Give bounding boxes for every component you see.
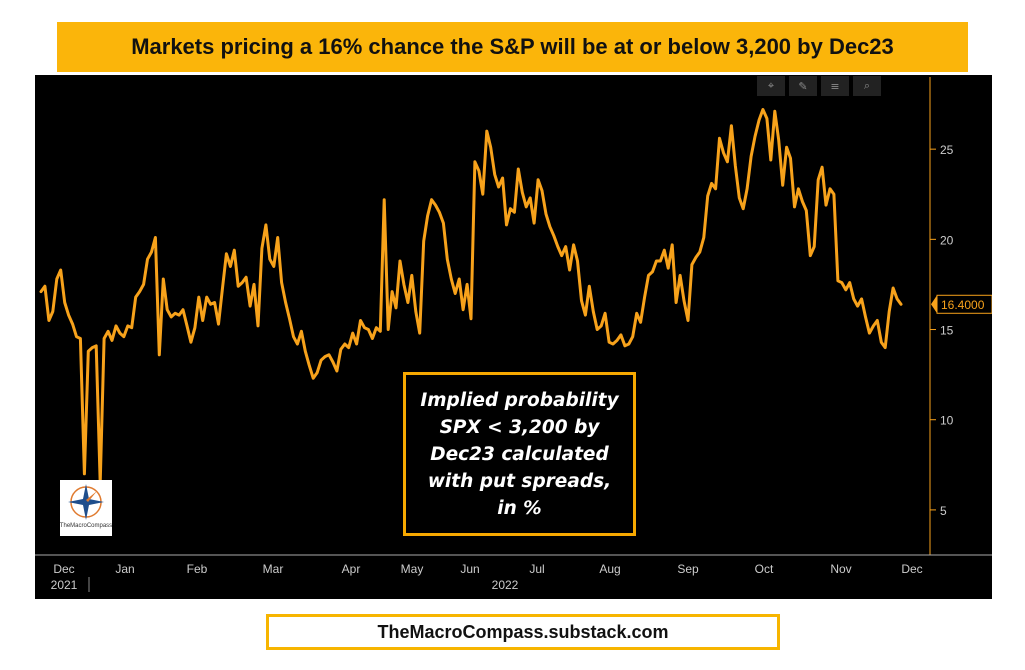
x-year-label: 2021 — [51, 578, 78, 592]
chart-toolbar: ⌖ ✎ ≡ ⌕ — [757, 76, 881, 96]
x-tick-label: Nov — [830, 562, 851, 576]
logo-text: TheMacroCompass — [59, 523, 113, 529]
annotation-text: Implied probability SPX < 3,200 by Dec23… — [420, 389, 619, 519]
series-line — [39, 108, 903, 485]
pencil-icon[interactable]: ✎ — [789, 76, 817, 96]
x-tick-label: Mar — [263, 562, 284, 576]
chart-title: Markets pricing a 16% chance the S&P wil… — [131, 34, 894, 59]
x-tick-label: Jul — [529, 562, 544, 576]
chart-title-banner: Markets pricing a 16% chance the S&P wil… — [57, 22, 968, 72]
y-tick-label: 20 — [940, 233, 954, 247]
x-tick-label: Jun — [460, 562, 479, 576]
last-value-box — [936, 294, 992, 314]
x-tick-label: Dec — [901, 562, 922, 576]
last-value-pointer — [931, 295, 937, 314]
x-tick-label: May — [401, 562, 424, 576]
x-tick-label: Sep — [677, 562, 699, 576]
crosshair-icon[interactable]: ⌖ — [757, 76, 785, 96]
footer-url: TheMacroCompass.substack.com — [377, 621, 669, 642]
zoom-icon[interactable]: ⌕ — [853, 76, 881, 96]
compass-star-icon — [68, 484, 104, 520]
macrocompass-logo: TheMacroCompass — [60, 480, 112, 536]
last-value-label: 16.4000 — [941, 298, 985, 312]
y-tick-label: 15 — [940, 324, 954, 338]
y-tick-label: 5 — [940, 504, 947, 518]
x-tick-label: Oct — [755, 562, 774, 576]
footer-banner[interactable]: TheMacroCompass.substack.com — [266, 614, 780, 650]
y-tick-label: 25 — [940, 143, 954, 157]
line-chart: 5 10 15 20 25 Dec Jan Feb Mar Apr May Jun Jul Aug Sep O… — [35, 77, 992, 592]
y-tick-label: 10 — [940, 414, 954, 428]
x-tick-label: Feb — [187, 562, 208, 576]
x-tick-label: Jan — [115, 562, 134, 576]
x-tick-label: Dec — [53, 562, 74, 576]
x-tick-label: Apr — [342, 562, 361, 576]
list-icon[interactable]: ≡ — [821, 76, 849, 96]
x-year-label: 2022 — [492, 578, 519, 592]
x-tick-label: Aug — [599, 562, 620, 576]
annotation-box: Implied probability SPX < 3,200 by Dec23… — [403, 372, 636, 536]
